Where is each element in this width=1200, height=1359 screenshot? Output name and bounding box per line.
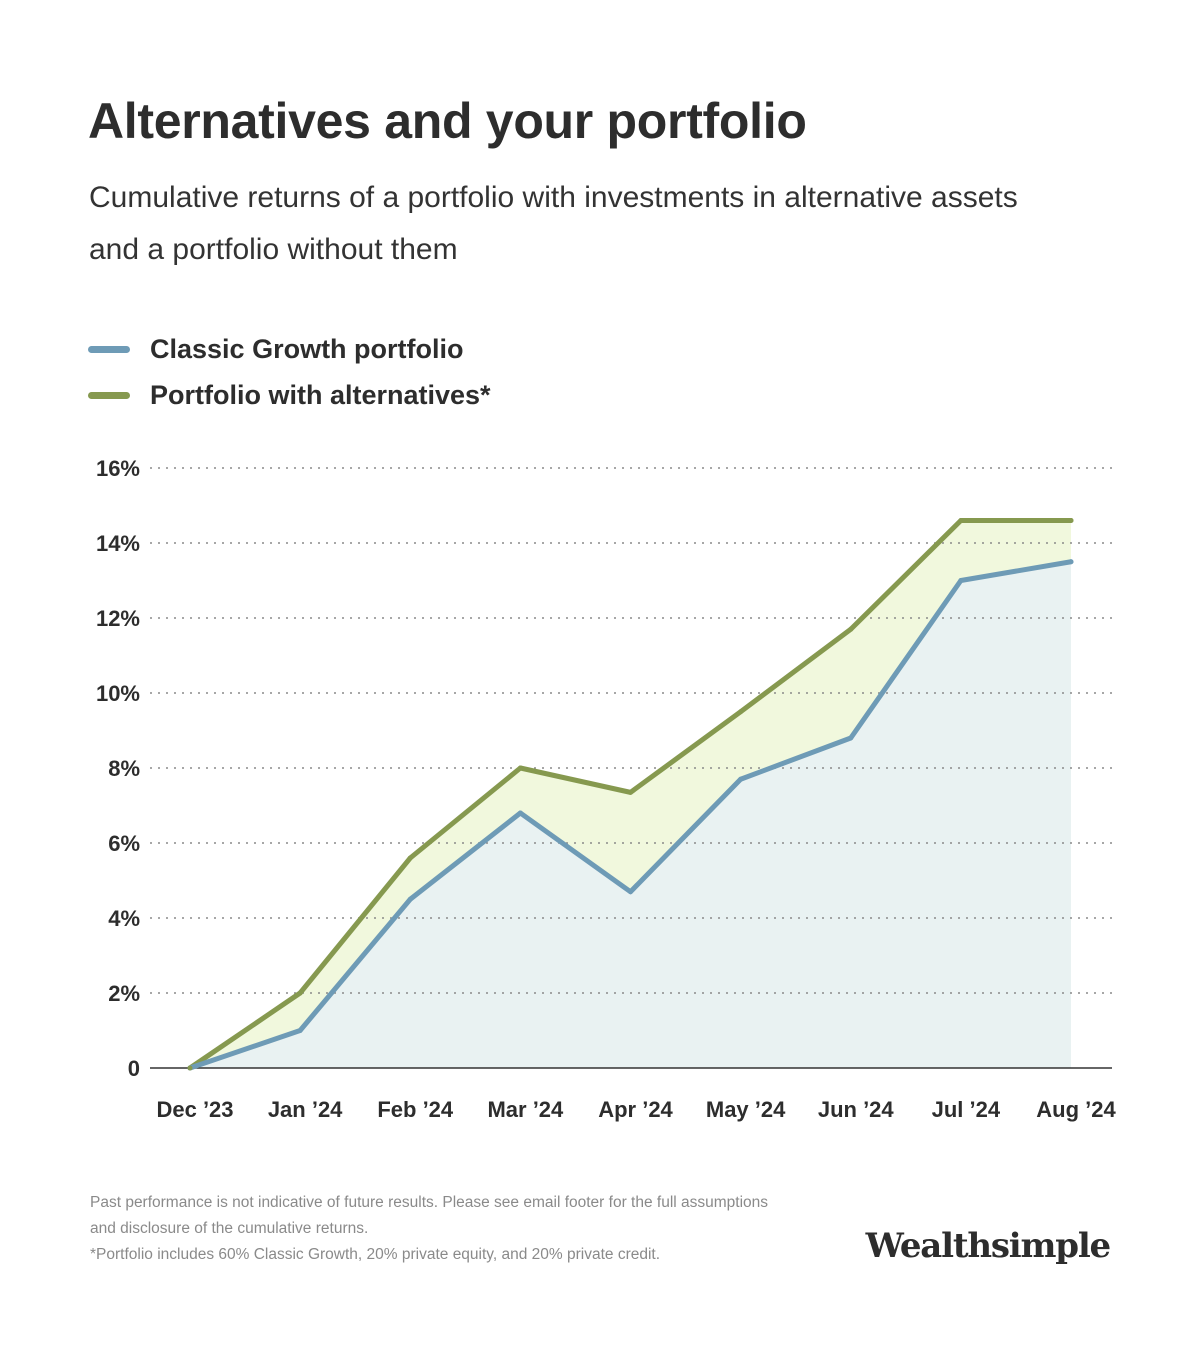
chart-title: Alternatives and your portfolio — [88, 93, 807, 149]
footnotes: Past performance is not indicative of fu… — [90, 1190, 790, 1268]
data-point-alternatives — [1068, 518, 1074, 523]
data-point-classic — [297, 1028, 303, 1033]
x-tick-label: Feb ’24 — [377, 1097, 454, 1122]
data-point-alternatives — [517, 765, 523, 771]
data-point-classic — [958, 578, 964, 583]
y-tick-label: 8% — [108, 756, 140, 781]
x-tick-label: Jun ’24 — [818, 1097, 895, 1122]
data-point-alternatives — [628, 789, 633, 795]
legend-item-alternatives: Portfolio with alternatives* — [88, 372, 491, 418]
x-tick-label: Jan ’24 — [268, 1097, 343, 1122]
data-point-classic — [407, 896, 413, 902]
y-tick-label: 12% — [96, 606, 140, 631]
data-point-classic — [848, 735, 854, 741]
y-tick-label: 6% — [108, 831, 140, 856]
legend-swatch-classic — [88, 345, 130, 353]
legend-label-alternatives: Portfolio with alternatives* — [150, 379, 491, 410]
legend-item-classic: Classic Growth portfolio — [88, 326, 491, 372]
wealthsimple-logo: Wealthsimple — [865, 1226, 1112, 1266]
data-point-alternatives — [407, 855, 413, 861]
data-point-classic — [1068, 559, 1074, 565]
legend: Classic Growth portfolio Portfolio with … — [88, 326, 491, 418]
data-point-classic — [738, 776, 744, 782]
x-tick-label: Aug ’24 — [1036, 1097, 1116, 1122]
data-point-classic — [628, 889, 633, 895]
y-tick-label: 16% — [96, 456, 140, 481]
legend-label-classic: Classic Growth portfolio — [150, 333, 464, 364]
footnote-portfolio-composition: *Portfolio includes 60% Classic Growth, … — [90, 1246, 661, 1263]
data-point-alternatives — [187, 1065, 193, 1071]
data-point-classic — [517, 810, 523, 816]
data-point-alternatives — [738, 709, 744, 715]
x-tick-label: May ’24 — [706, 1097, 786, 1122]
footnote-disclaimer: Past performance is not indicative of fu… — [90, 1194, 769, 1237]
y-tick-label: 14% — [96, 531, 140, 556]
data-point-alternatives — [958, 518, 964, 523]
area-fill-classic — [190, 561, 1071, 1068]
x-tick-label: Jul ’24 — [932, 1097, 1001, 1122]
data-point-alternatives — [848, 626, 854, 632]
x-tick-label: Apr ’24 — [598, 1097, 673, 1122]
y-tick-label: 10% — [96, 681, 140, 706]
x-tick-label: Dec ’23 — [156, 1097, 233, 1122]
data-point-alternatives — [297, 990, 303, 996]
y-tick-label: 2% — [108, 981, 140, 1006]
legend-swatch-alternatives — [88, 391, 130, 399]
y-tick-label: 4% — [108, 906, 140, 931]
y-tick-label: 0 — [128, 1056, 140, 1081]
x-tick-label: Mar ’24 — [487, 1097, 564, 1122]
chart-subtitle: Cumulative returns of a portfolio with i… — [89, 181, 1018, 266]
cumulative-returns-chart: 0 2% 4% 6% 8% 10% 12% 14% 16% Dec ’23 Jan ’24 Feb ’… — [96, 456, 1117, 1122]
